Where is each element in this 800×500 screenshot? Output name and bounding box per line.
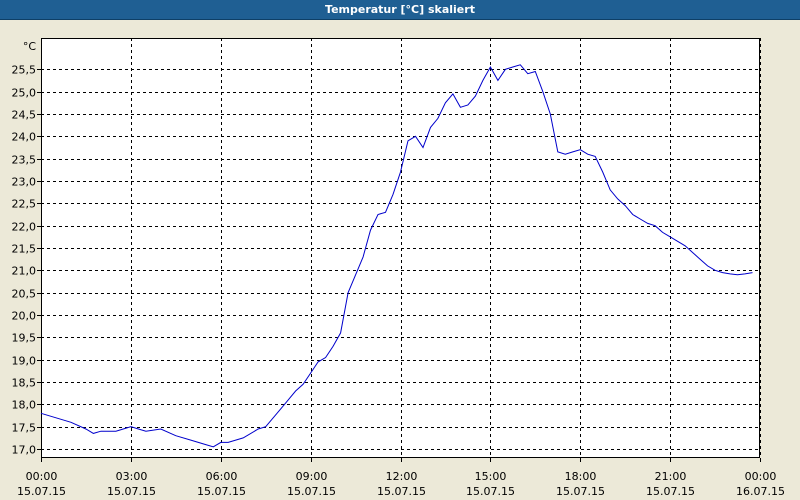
y-tick-label: 17,5: [12, 422, 37, 435]
x-tick-date-label: 15.07.15: [377, 485, 426, 498]
y-tick-label: 18,0: [12, 399, 37, 412]
y-tick-label: 22,5: [12, 198, 37, 211]
x-tick-time-label: 09:00: [296, 470, 328, 483]
y-tick-label: 21,5: [12, 243, 37, 256]
x-tick-time-label: 00:00: [745, 470, 777, 483]
y-tick-label: 20,0: [12, 310, 37, 323]
y-axis-unit-label: °C: [23, 40, 37, 53]
x-tick-time-label: 18:00: [565, 470, 597, 483]
x-tick-date-label: 15.07.15: [287, 485, 336, 498]
plot-area: [41, 38, 760, 458]
y-tick-label: 21,0: [12, 265, 37, 278]
y-tick-label: 25,0: [12, 87, 37, 100]
y-tick-label: 20,5: [12, 288, 37, 301]
x-tick-date-label: 15.07.15: [646, 485, 695, 498]
x-tick-date-label: 16.07.15: [736, 485, 785, 498]
y-tick-label: 23,0: [12, 176, 37, 189]
window-title: Temperatur [°C] skaliert: [0, 0, 800, 20]
x-tick-time-label: 00:00: [26, 470, 58, 483]
x-tick-date-label: 15.07.15: [107, 485, 156, 498]
x-tick-time-label: 21:00: [655, 470, 687, 483]
x-tick-time-label: 12:00: [386, 470, 418, 483]
plot-border: [41, 38, 760, 458]
x-tick-date-label: 15.07.15: [197, 485, 246, 498]
temperature-series-line: [40, 64, 753, 448]
y-tick-label: 23,5: [12, 154, 37, 167]
x-tick-time-label: 15:00: [475, 470, 507, 483]
y-tick-label: 22,0: [12, 221, 37, 234]
x-tick-date-label: 15.07.15: [466, 485, 515, 498]
y-tick-label: 25,5: [12, 64, 37, 77]
y-tick-label: 19,0: [12, 355, 37, 368]
y-tick-label: 24,0: [12, 131, 37, 144]
x-tick-date-label: 15.07.15: [556, 485, 605, 498]
x-tick-date-label: 15.07.15: [17, 485, 66, 498]
y-tick-label: 17,0: [12, 444, 37, 457]
x-tick-time-label: 06:00: [206, 470, 238, 483]
y-tick-label: 18,5: [12, 377, 37, 390]
y-tick-label: 24,5: [12, 109, 37, 122]
y-tick-label: 19,5: [12, 332, 37, 345]
x-tick-time-label: 03:00: [116, 470, 148, 483]
